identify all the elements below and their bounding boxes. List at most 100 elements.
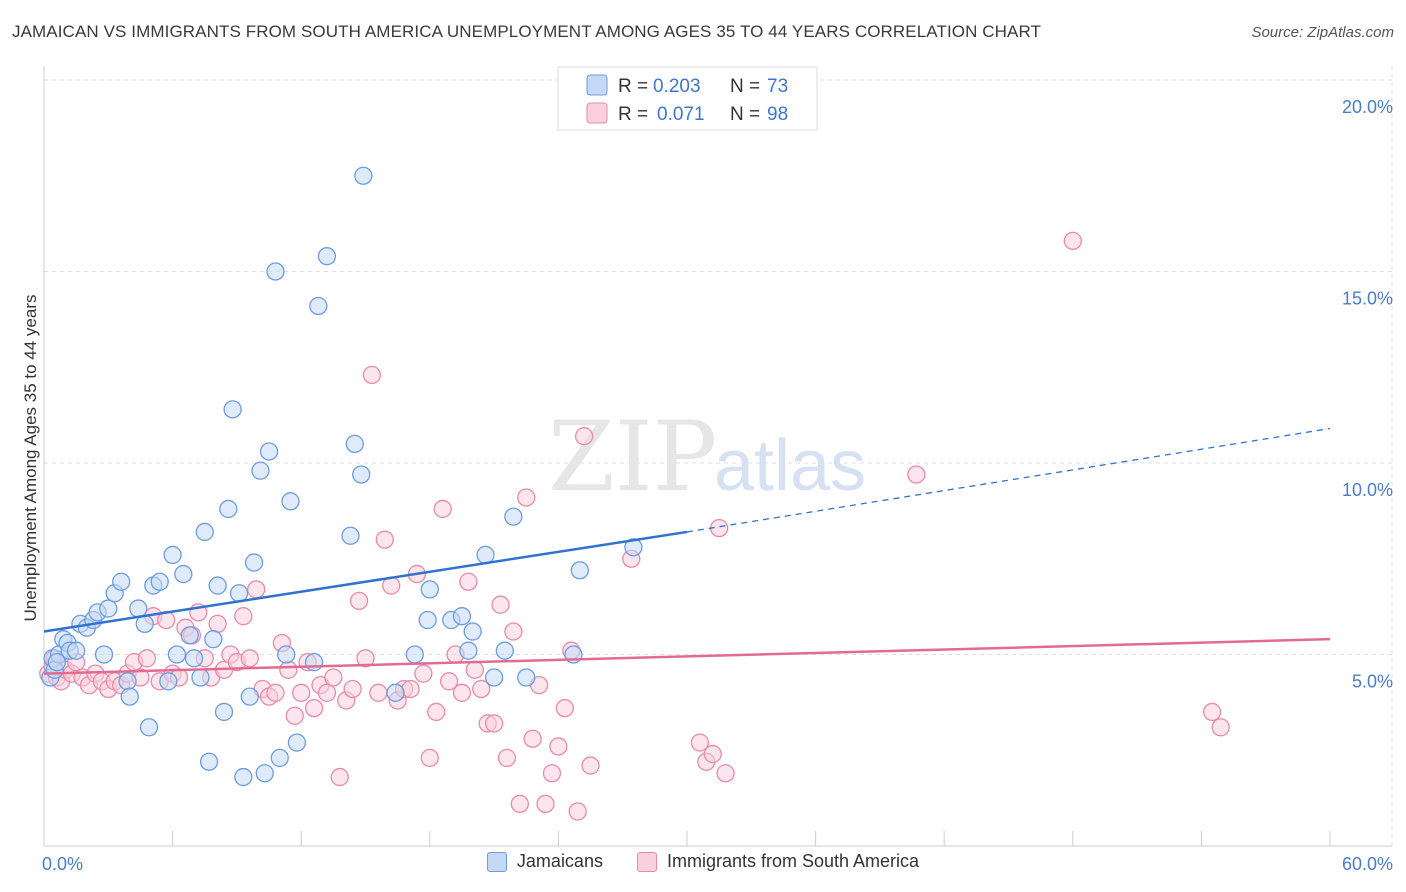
jamaicans-point-62	[459, 641, 478, 660]
jamaicans-point-55	[354, 166, 373, 185]
jamaicans-point-67	[504, 507, 523, 526]
jamaicans-point-7	[67, 641, 86, 660]
y-tick-label-5: 5.0%	[1352, 672, 1393, 692]
jamaicans-point-53	[345, 434, 364, 454]
immigrants-point-58	[401, 679, 420, 699]
jamaicans-point-66	[495, 641, 514, 660]
jamaicans-point-36	[223, 400, 242, 419]
immigrants-point-37	[266, 683, 285, 702]
legend-swatch-jamaicans	[586, 74, 608, 96]
immigrants-point-28	[208, 614, 227, 634]
immigrants-point-84	[568, 802, 587, 821]
legend-r-value-2: 0.071	[657, 104, 705, 125]
jamaicans-point-72	[517, 668, 536, 687]
jamaicans-point-23	[159, 672, 178, 691]
legend-swatch-immigrants	[586, 102, 608, 124]
immigrants-point-51	[356, 649, 375, 668]
axes-layer	[43, 66, 1392, 847]
immigrants-point-79	[536, 794, 555, 814]
immigrants-point-73	[497, 748, 517, 768]
legend-top: R = 0.203 N = 73 R = 0.071 N = 98	[557, 66, 818, 131]
immigrants-point-63	[433, 499, 452, 519]
y-tick-label-20: 20.0%	[1342, 97, 1393, 117]
legend-label-immigrants: Immigrants from South America	[666, 851, 920, 871]
immigrants-point-72	[491, 595, 510, 614]
immigrants-point-40	[285, 706, 304, 725]
immigrants-point-75	[510, 794, 529, 814]
legend-r-value-1: 0.203	[653, 76, 701, 97]
jamaicans-point-56	[386, 683, 405, 702]
legend-r-label-1: R =	[618, 76, 653, 97]
jamaicans-point-31	[199, 752, 219, 771]
legend-item-jamaicans: Jamaicans	[486, 851, 603, 872]
immigrants-point-81	[549, 737, 568, 756]
jamaicans-point-26	[174, 564, 193, 584]
jamaicans-point-47	[281, 492, 300, 511]
jamaicans-point-30	[195, 522, 214, 542]
immigrants-point-96	[1211, 718, 1230, 737]
trend-line-jamaicans	[43, 530, 688, 633]
immigrants-point-50	[349, 591, 369, 611]
jamaicans-point-27	[180, 626, 199, 645]
jamaicans-point-64	[476, 545, 495, 565]
immigrants-point-33	[240, 649, 259, 668]
jamaicans-point-43	[259, 442, 279, 461]
jamaicans-point-16	[118, 672, 137, 691]
jamaicans-point-39	[240, 687, 259, 706]
immigrants-point-64	[439, 672, 459, 691]
jamaicans-point-65	[484, 668, 504, 687]
immigrants-point-67	[459, 572, 478, 591]
legend-n-value-2: 98	[767, 104, 788, 125]
jamaicans-point-59	[418, 610, 437, 630]
immigrants-point-54	[375, 530, 394, 549]
x-tick-label-0: 0.0%	[42, 854, 83, 874]
immigrants-point-66	[452, 683, 472, 702]
legend-n-value-1: 73	[767, 76, 788, 97]
immigrants-point-90	[703, 744, 722, 764]
jamaicans-point-57	[405, 645, 424, 664]
trend-lines	[43, 427, 1331, 675]
jamaicans-point-40	[244, 553, 264, 572]
trend-line-immigrants	[43, 637, 1331, 675]
trend-line-jamaicans-extension	[686, 427, 1331, 533]
immigrants-point-41	[292, 683, 311, 702]
immigrants-point-47	[330, 767, 349, 787]
jamaicans-point-69	[570, 561, 589, 580]
immigrants-point-53	[369, 683, 388, 702]
jamaicans-point-58	[420, 580, 439, 599]
immigrants-point-86	[581, 756, 600, 775]
immigrants-point-17	[137, 649, 157, 668]
jamaicans-point-41	[251, 461, 270, 480]
jamaicans-point-20	[139, 718, 159, 737]
watermark: ZIP atlas	[548, 401, 866, 513]
legend-swatch-immigrants-bottom	[636, 851, 657, 872]
series-jamaicans-points	[41, 166, 643, 787]
jamaicans-point-70	[624, 538, 643, 557]
watermark-zip: ZIP	[548, 401, 717, 513]
jamaicans-point-51	[317, 247, 337, 266]
y-axis-label: Unemployment Among Ages 35 to 44 years	[21, 295, 40, 622]
legend-n-label-1: N =	[730, 76, 765, 97]
immigrants-point-80	[542, 764, 562, 783]
jamaicans-point-35	[219, 499, 238, 519]
immigrants-point-32	[234, 607, 253, 626]
jamaicans-point-38	[234, 767, 253, 787]
jamaicans-point-24	[163, 545, 182, 565]
immigrants-point-94	[1063, 231, 1082, 251]
jamaicans-point-46	[277, 645, 296, 664]
jamaicans-point-45	[270, 748, 289, 768]
jamaicans-point-22	[150, 572, 169, 591]
immigrants-point-39	[279, 660, 298, 679]
jamaicans-point-54	[352, 465, 371, 484]
jamaicans-point-44	[266, 262, 285, 281]
immigrants-point-46	[324, 668, 343, 687]
immigrants-point-34	[247, 580, 266, 599]
immigrants-point-95	[1202, 702, 1222, 722]
immigrants-point-77	[523, 729, 542, 748]
jamaicans-point-34	[214, 702, 234, 722]
immigrants-point-76	[517, 488, 536, 507]
jamaicans-point-25	[167, 645, 187, 664]
immigrants-point-92	[716, 764, 735, 783]
immigrants-point-68	[465, 660, 484, 679]
